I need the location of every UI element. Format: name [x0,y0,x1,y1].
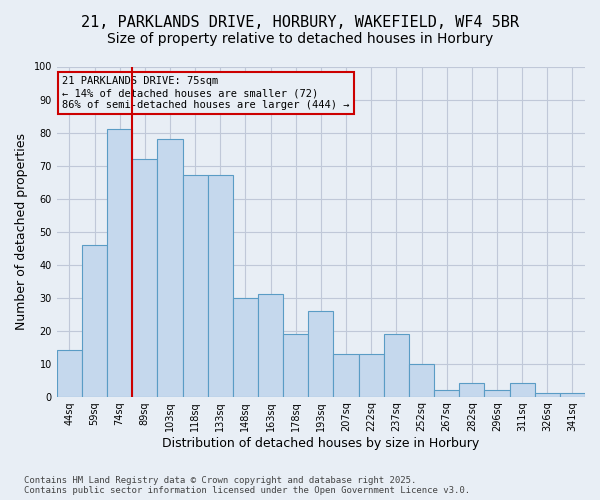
Bar [57,350,82,397]
Bar [308,311,334,396]
Bar [359,354,384,397]
Text: Contains HM Land Registry data © Crown copyright and database right 2025.
Contai: Contains HM Land Registry data © Crown c… [24,476,470,495]
Bar [484,390,509,396]
Bar [208,176,233,396]
Text: 21 PARKLANDS DRIVE: 75sqm
← 14% of detached houses are smaller (72)
86% of semi-: 21 PARKLANDS DRIVE: 75sqm ← 14% of detac… [62,76,350,110]
Bar [384,334,409,396]
Bar [132,159,157,396]
Text: 21, PARKLANDS DRIVE, HORBURY, WAKEFIELD, WF4 5BR: 21, PARKLANDS DRIVE, HORBURY, WAKEFIELD,… [81,15,519,30]
Bar [509,384,535,396]
Bar [434,390,459,396]
Bar [258,294,283,396]
Bar [334,354,359,397]
Bar [409,364,434,396]
Text: Size of property relative to detached houses in Horbury: Size of property relative to detached ho… [107,32,493,46]
Bar [107,129,132,396]
Bar [82,244,107,396]
Bar [283,334,308,396]
Bar [233,298,258,396]
Bar [182,176,208,396]
Bar [459,384,484,396]
Bar [560,394,585,396]
Bar [157,139,182,396]
Y-axis label: Number of detached properties: Number of detached properties [15,133,28,330]
Bar [535,394,560,396]
X-axis label: Distribution of detached houses by size in Horbury: Distribution of detached houses by size … [162,437,479,450]
